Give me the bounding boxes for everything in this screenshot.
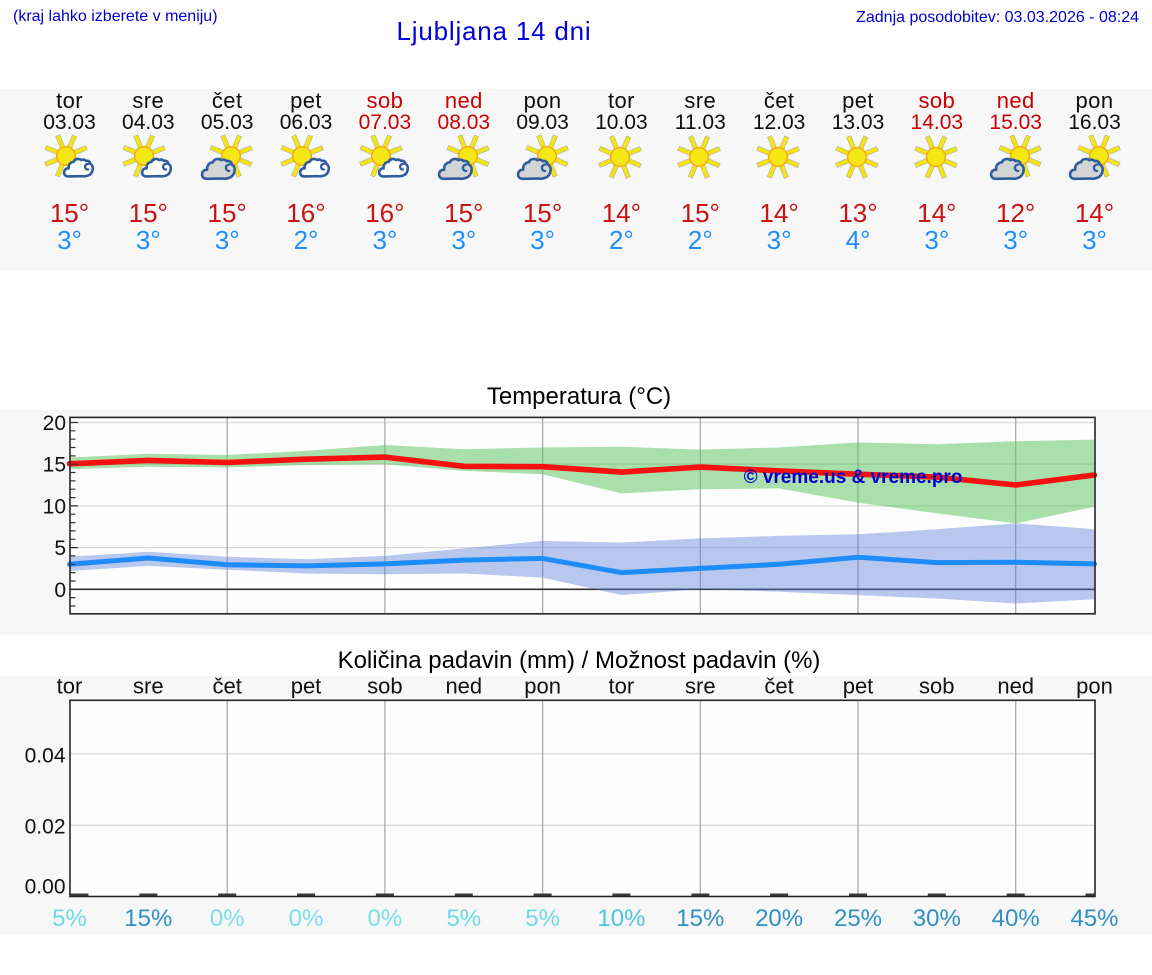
svg-text:pet: pet (843, 676, 874, 699)
svg-text:0.02: 0.02 (25, 816, 66, 839)
svg-text:čet: čet (764, 676, 793, 699)
svg-text:0: 0 (54, 579, 66, 602)
svg-text:0%: 0% (368, 905, 403, 932)
svg-text:20%: 20% (755, 905, 803, 932)
svg-text:tor: tor (57, 676, 83, 699)
svg-text:20: 20 (43, 412, 66, 435)
svg-text:© vreme.us & vreme.pro: © vreme.us & vreme.pro (744, 467, 963, 488)
svg-text:0%: 0% (289, 905, 324, 932)
svg-text:0%: 0% (210, 905, 245, 932)
svg-text:15: 15 (43, 454, 66, 477)
svg-text:pet: pet (291, 676, 322, 699)
svg-text:30%: 30% (913, 905, 961, 932)
svg-text:5%: 5% (525, 905, 560, 932)
svg-text:ned: ned (445, 676, 482, 699)
svg-text:sre: sre (133, 676, 164, 699)
svg-text:40%: 40% (992, 905, 1040, 932)
svg-text:45%: 45% (1070, 905, 1118, 932)
svg-text:5%: 5% (446, 905, 481, 932)
svg-text:pon: pon (1076, 676, 1113, 699)
svg-text:10: 10 (43, 495, 66, 518)
svg-text:0.04: 0.04 (25, 745, 66, 768)
svg-text:sre: sre (685, 676, 716, 699)
svg-text:25%: 25% (834, 905, 882, 932)
svg-text:pon: pon (524, 676, 561, 699)
svg-text:čet: čet (213, 676, 242, 699)
svg-text:5: 5 (54, 537, 66, 560)
svg-text:15%: 15% (124, 905, 172, 932)
svg-text:0.00: 0.00 (25, 876, 66, 899)
svg-text:15%: 15% (676, 905, 724, 932)
svg-text:ned: ned (997, 676, 1034, 699)
svg-text:sob: sob (367, 676, 402, 699)
svg-text:tor: tor (609, 676, 635, 699)
svg-text:5%: 5% (52, 905, 87, 932)
svg-text:10%: 10% (597, 905, 645, 932)
svg-text:sob: sob (919, 676, 954, 699)
